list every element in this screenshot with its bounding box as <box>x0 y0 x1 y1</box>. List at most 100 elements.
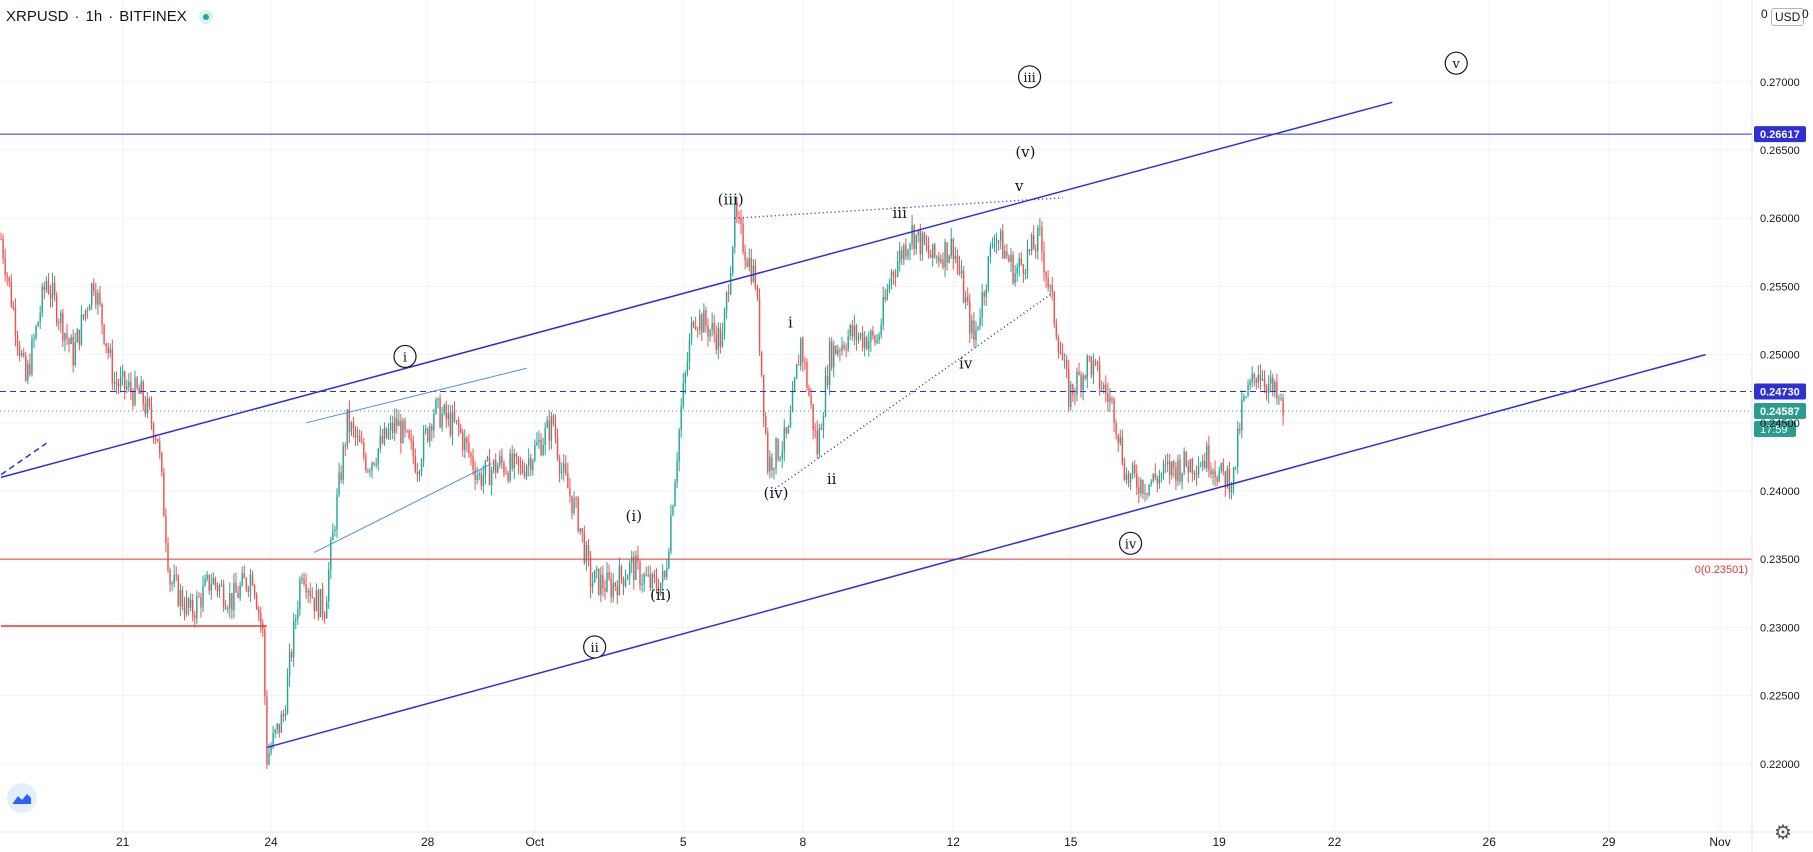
candle-body <box>445 405 447 420</box>
candle-body <box>340 472 342 481</box>
candle-body <box>635 555 637 580</box>
price-tick-label: 0.24000 <box>1760 486 1800 498</box>
candle-body <box>758 297 761 352</box>
candle-body <box>1162 463 1165 474</box>
candle-body <box>492 460 495 471</box>
candle-body <box>732 247 734 274</box>
candle-body <box>1084 375 1086 379</box>
candle-body <box>822 416 825 430</box>
candle-body <box>783 427 785 452</box>
tradingview-logo-icon[interactable] <box>7 783 37 813</box>
candle-body <box>775 438 777 469</box>
candle-body <box>1088 356 1091 358</box>
candle-body <box>503 463 505 474</box>
candle-body <box>797 364 800 366</box>
candle-body <box>565 463 567 474</box>
candle-body <box>292 620 295 658</box>
candle-body <box>1059 351 1062 354</box>
candle-body <box>470 453 472 457</box>
candle-body <box>1125 474 1128 481</box>
candle-body <box>802 338 804 362</box>
candle-body <box>779 457 781 460</box>
candle-body <box>540 439 542 455</box>
candle-body <box>1216 477 1218 482</box>
candle-body <box>2 238 4 259</box>
candle-body <box>826 375 829 385</box>
candle-body <box>274 729 276 734</box>
candle-body <box>1002 230 1004 259</box>
candle-body <box>896 262 899 277</box>
candle-body <box>480 473 483 486</box>
candle-body <box>130 381 132 392</box>
candle-body <box>1039 227 1041 229</box>
candle-body <box>332 531 334 541</box>
candle-body <box>1257 374 1260 383</box>
candle-body <box>86 309 89 311</box>
candle-body <box>284 713 287 717</box>
candle-body <box>767 432 769 472</box>
symbol-label[interactable]: XRPUSD <box>6 8 69 25</box>
candle-body <box>1133 464 1136 474</box>
candle-body <box>303 578 305 585</box>
candle-body <box>282 714 285 717</box>
candle-body <box>861 333 864 348</box>
candle-body <box>519 464 522 466</box>
candle-body <box>311 596 313 598</box>
candle-body <box>1074 394 1076 396</box>
candle-body <box>371 462 373 471</box>
interval-label[interactable]: 1h <box>85 8 103 25</box>
candle-body <box>936 256 938 258</box>
candle-body <box>762 375 765 417</box>
candle-body <box>435 399 437 414</box>
candle-body <box>117 384 120 387</box>
candle-body <box>1051 285 1053 293</box>
gear-icon[interactable]: ⚙ <box>1774 822 1792 844</box>
candle-body <box>264 629 266 697</box>
candle-body <box>657 588 660 595</box>
legend-separator: · <box>74 8 80 25</box>
candle-body <box>975 329 977 340</box>
market-status-icon[interactable] <box>198 9 213 24</box>
candle-body <box>1028 249 1031 251</box>
candle-body <box>1181 472 1183 482</box>
candle-body <box>812 404 814 430</box>
candle-body <box>674 482 676 507</box>
candle-body <box>418 471 421 475</box>
candle-body <box>610 578 612 598</box>
candle-body <box>115 381 118 385</box>
candle-body <box>999 230 1002 241</box>
candle-body <box>1055 323 1058 338</box>
candle-body <box>253 585 256 596</box>
candle-body <box>385 428 388 438</box>
candle-body <box>501 455 503 464</box>
candle-body <box>890 271 893 285</box>
candle-body <box>651 574 654 588</box>
trend-line <box>266 353 1706 749</box>
candle-body <box>773 468 775 470</box>
candle-body <box>791 390 794 413</box>
candle-body <box>247 588 250 592</box>
candle-body <box>0 238 2 240</box>
top-axis-zero: 0 <box>1802 7 1809 21</box>
candle-body <box>942 259 944 268</box>
candle-body <box>354 428 357 438</box>
candle-body <box>499 455 501 466</box>
candle-body <box>1168 461 1171 476</box>
candle-body <box>1107 393 1109 402</box>
price-axis[interactable]: 0.26617 0.24730 0.24587 17:59 0.27000 0.26500… <box>1751 0 1806 852</box>
candle-body <box>715 333 717 350</box>
currency-button[interactable]: USD <box>1771 8 1805 26</box>
candle-body <box>583 532 586 563</box>
candle-body <box>191 599 194 616</box>
legend-separator: · <box>108 8 114 25</box>
time-axis[interactable]: 21 24 28 Oct 5 8 12 15 19 22 26 29 Nov <box>0 831 1813 849</box>
candle-body <box>39 312 41 323</box>
wave-label: iii <box>893 204 908 222</box>
candle-body <box>513 453 515 469</box>
candle-body <box>705 310 707 327</box>
candle-body <box>666 567 668 578</box>
candle-body <box>297 609 299 619</box>
top-axis-zero: 0 <box>1761 7 1768 21</box>
candle-body <box>639 561 641 585</box>
